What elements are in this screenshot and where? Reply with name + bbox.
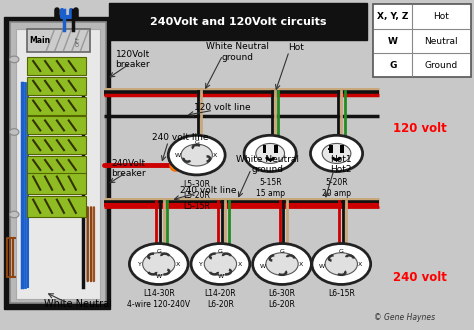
Text: X: X	[176, 261, 180, 267]
Text: X, Y, Z: X, Y, Z	[377, 12, 409, 21]
Text: Y: Y	[200, 261, 203, 267]
FancyBboxPatch shape	[4, 16, 110, 309]
Text: Hot: Hot	[288, 43, 304, 52]
Text: X: X	[358, 261, 363, 267]
Text: 240Volt and 120Volt circuits: 240Volt and 120Volt circuits	[150, 17, 327, 27]
Text: Y: Y	[138, 261, 142, 267]
Text: OFF: OFF	[76, 36, 81, 47]
Text: © Gene Haynes: © Gene Haynes	[374, 313, 436, 322]
Circle shape	[325, 253, 357, 275]
Text: G: G	[280, 249, 284, 254]
FancyBboxPatch shape	[27, 77, 86, 95]
Text: 240Volt
breaker: 240Volt breaker	[110, 159, 146, 178]
Text: L14-20R
L6-20R: L14-20R L6-20R	[205, 289, 236, 309]
Text: White Neutral
ground: White Neutral ground	[206, 43, 268, 62]
Text: Hot: Hot	[433, 12, 449, 21]
FancyBboxPatch shape	[373, 4, 471, 77]
Text: Hot1
Hot2: Hot1 Hot2	[330, 155, 352, 174]
Text: X: X	[213, 152, 217, 158]
Text: W: W	[388, 37, 398, 46]
Circle shape	[191, 244, 250, 284]
Text: G: G	[218, 249, 223, 254]
FancyBboxPatch shape	[27, 173, 86, 194]
FancyBboxPatch shape	[274, 145, 278, 153]
Circle shape	[143, 253, 175, 275]
FancyBboxPatch shape	[109, 3, 367, 40]
Circle shape	[310, 135, 363, 172]
Circle shape	[266, 253, 298, 275]
Text: L6-15R: L6-15R	[328, 289, 355, 298]
Circle shape	[312, 244, 371, 284]
Circle shape	[129, 244, 188, 284]
Circle shape	[9, 56, 19, 63]
FancyBboxPatch shape	[27, 136, 86, 154]
FancyBboxPatch shape	[27, 116, 86, 134]
Text: 120 volt line: 120 volt line	[194, 103, 251, 112]
FancyBboxPatch shape	[329, 145, 333, 153]
Text: 120 volt: 120 volt	[393, 122, 447, 135]
FancyBboxPatch shape	[328, 148, 333, 150]
Text: Main: Main	[30, 36, 51, 46]
Text: White Neutral: White Neutral	[44, 299, 112, 309]
Circle shape	[322, 144, 351, 163]
FancyBboxPatch shape	[27, 29, 90, 52]
Circle shape	[256, 144, 284, 163]
Text: X: X	[237, 261, 242, 267]
Text: 120Volt
breaker: 120Volt breaker	[115, 50, 150, 69]
Circle shape	[253, 244, 311, 284]
Text: G: G	[156, 249, 161, 254]
FancyBboxPatch shape	[27, 156, 86, 174]
Circle shape	[244, 135, 296, 172]
Text: 240 volt line: 240 volt line	[180, 186, 237, 195]
Text: Ground: Ground	[424, 60, 457, 70]
Text: 5-20R
20 amp: 5-20R 20 amp	[322, 178, 351, 198]
Text: 240 volt line: 240 volt line	[152, 133, 209, 143]
FancyBboxPatch shape	[340, 145, 344, 153]
Text: X: X	[299, 261, 303, 267]
Text: 240 volt: 240 volt	[393, 271, 447, 284]
FancyBboxPatch shape	[27, 57, 86, 75]
Text: W: W	[218, 274, 223, 279]
FancyBboxPatch shape	[263, 145, 266, 153]
Text: G: G	[339, 249, 344, 254]
Text: L5-30R
L5-20R
L5-15R: L5-30R L5-20R L5-15R	[183, 180, 210, 211]
FancyBboxPatch shape	[27, 97, 86, 115]
Text: G: G	[194, 140, 199, 145]
Text: L14-30R
4-wire 120-240V: L14-30R 4-wire 120-240V	[127, 289, 191, 309]
Text: W: W	[319, 264, 325, 269]
Text: L6-30R
L6-20R: L6-30R L6-20R	[269, 289, 295, 309]
Text: W: W	[260, 264, 266, 269]
FancyBboxPatch shape	[10, 22, 106, 303]
Circle shape	[9, 211, 19, 218]
Text: W: W	[156, 274, 162, 279]
Circle shape	[204, 253, 237, 275]
Circle shape	[168, 135, 225, 175]
Text: W: W	[175, 152, 181, 158]
Text: G: G	[389, 60, 397, 70]
Text: Neutral: Neutral	[424, 37, 457, 46]
Circle shape	[181, 144, 212, 166]
Text: 5-15R
15 amp: 5-15R 15 amp	[255, 178, 285, 198]
FancyBboxPatch shape	[16, 29, 100, 299]
FancyBboxPatch shape	[27, 196, 86, 217]
Circle shape	[9, 129, 19, 135]
Text: White Neutral
ground: White Neutral ground	[237, 155, 299, 174]
